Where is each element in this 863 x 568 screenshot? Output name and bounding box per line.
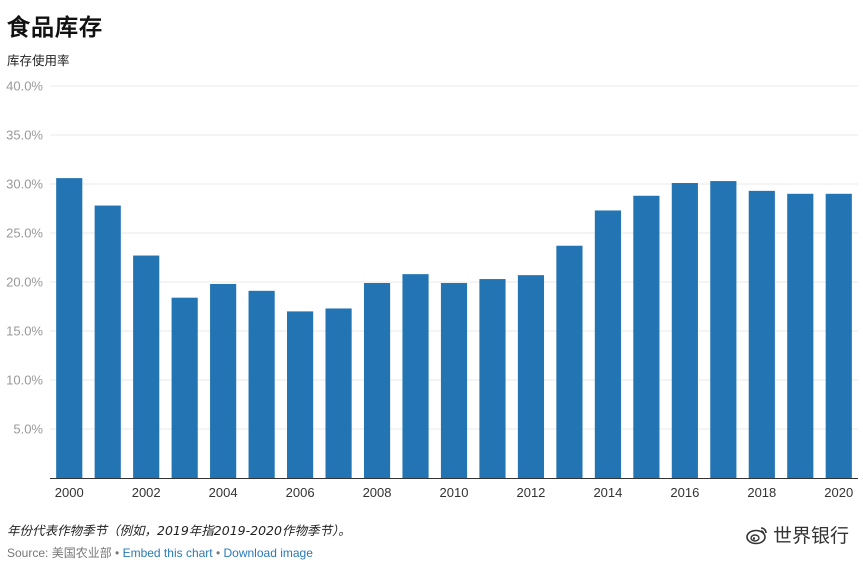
source-text: Source: 美国农业部 xyxy=(7,546,112,560)
separator: • xyxy=(212,546,224,560)
chart-title: 食品库存 xyxy=(7,15,103,41)
bar-2017 xyxy=(710,181,737,478)
y-tick-label: 5.0% xyxy=(13,422,43,437)
y-tick-label: 35.0% xyxy=(6,128,43,143)
x-tick-label: 2008 xyxy=(363,485,392,500)
bar-2010 xyxy=(440,282,468,478)
y-tick-label: 10.0% xyxy=(6,373,43,388)
x-tick-label: 2002 xyxy=(132,485,161,500)
bar-2006 xyxy=(287,311,314,478)
x-tick-label: 2010 xyxy=(440,485,469,500)
y-tick-label: 40.0% xyxy=(6,79,43,94)
watermark: 世界银行 xyxy=(745,521,849,548)
bar-2001 xyxy=(94,205,121,478)
x-tick-label: 2012 xyxy=(516,485,545,500)
bar-2008 xyxy=(363,282,391,478)
bar-2015 xyxy=(633,195,660,478)
bar-2004 xyxy=(210,283,237,478)
x-tick-label: 2014 xyxy=(593,485,622,500)
bar-2002 xyxy=(133,255,160,478)
x-tick-label: 2006 xyxy=(286,485,315,500)
y-tick-label: 20.0% xyxy=(6,275,43,290)
y-tick-label: 15.0% xyxy=(6,324,43,339)
bar-2005 xyxy=(248,290,275,478)
bar-2014 xyxy=(594,210,621,478)
bar-2007 xyxy=(325,308,352,478)
bar-chart: 5.0% 10.0% 15.0% 20.0% 25.0% 30.0% 35.0% 40.0% 2… xyxy=(6,79,858,500)
bar-2019 xyxy=(787,193,814,479)
bar-2003 xyxy=(171,297,198,478)
bar-2016 xyxy=(671,183,698,478)
source-line: Source: 美国农业部 • Embed this chart • Downl… xyxy=(7,544,313,561)
x-tick-label: 2004 xyxy=(209,485,238,500)
bar-2012 xyxy=(517,275,545,478)
bar-2018 xyxy=(748,190,775,479)
x-tick-label: 2016 xyxy=(670,485,699,500)
download-image-link[interactable]: Download image xyxy=(223,546,313,560)
bar-2009 xyxy=(402,274,429,478)
bar-2013 xyxy=(556,245,583,478)
y-axis-title: 库存使用率 xyxy=(7,53,70,68)
y-tick-label: 25.0% xyxy=(6,226,43,241)
bar-2020 xyxy=(825,193,852,479)
footnote: 年份代表作物季节（例如，2019年指2019-2020作物季节）。 xyxy=(7,523,351,538)
separator: • xyxy=(111,546,123,560)
watermark-text: 世界银行 xyxy=(772,525,849,547)
x-tick-label: 2020 xyxy=(824,485,853,500)
weibo-logo-icon xyxy=(746,526,767,544)
x-tick-label: 2000 xyxy=(55,485,84,500)
bar-2011 xyxy=(479,279,506,478)
y-tick-label: 30.0% xyxy=(6,177,43,192)
x-tick-label: 2018 xyxy=(747,485,776,500)
embed-chart-link[interactable]: Embed this chart xyxy=(122,546,213,560)
bar-2000 xyxy=(56,178,83,478)
